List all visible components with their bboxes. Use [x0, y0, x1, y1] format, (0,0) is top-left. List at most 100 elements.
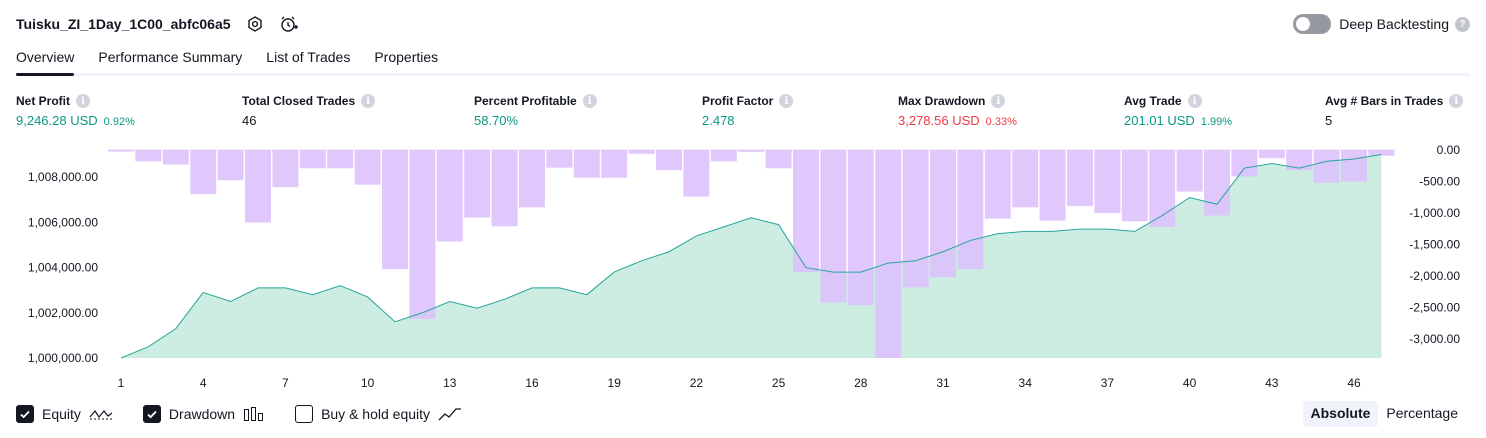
x-axis-tick-label: 46: [1347, 376, 1361, 390]
right-axis-tick-label: -1,000.00: [1409, 206, 1460, 220]
info-icon[interactable]: i: [76, 94, 90, 108]
info-icon[interactable]: i: [1187, 94, 1202, 108]
equity-drawdown-chart[interactable]: 1,000,000.00 1,002,000.00 1,004,000.00 1,00…: [0, 140, 1486, 395]
percent-profitable-value: 58.70%: [474, 113, 519, 128]
info-icon[interactable]: i: [779, 94, 794, 108]
mode-percentage[interactable]: Percentage: [1386, 405, 1458, 421]
tab-performance-summary[interactable]: Performance Summary: [98, 49, 243, 65]
metric-avg-bars: Avg # Bars in Trades i 5: [1325, 93, 1464, 129]
drawdown-bar: [409, 150, 436, 319]
avg-bars-value: 5: [1325, 113, 1333, 128]
drawdown-bar: [1039, 150, 1066, 221]
legend-equity[interactable]: Equity: [16, 405, 113, 423]
left-axis-tick-label: 1,008,000.00: [28, 170, 98, 184]
buy-hold-checkbox[interactable]: [295, 405, 314, 423]
right-axis-tick-label: -2,500.00: [1409, 301, 1460, 315]
settings-icon[interactable]: [245, 14, 265, 34]
tab-bar: Overview Performance Summary List of Tra…: [16, 46, 1470, 76]
legend-buy-hold[interactable]: Buy & hold equity: [295, 405, 462, 423]
drawdown-bar: [245, 150, 271, 223]
tab-overview[interactable]: Overview: [16, 46, 75, 76]
add-alert-icon[interactable]: [279, 14, 299, 34]
drawdown-checkbox[interactable]: [142, 405, 161, 423]
x-axis-tick-label: 16: [525, 376, 539, 390]
info-icon[interactable]: i: [991, 94, 1006, 108]
drawdown-bar: [299, 150, 326, 169]
drawdown-bar: [272, 150, 299, 188]
x-axis-tick-label: 34: [1019, 376, 1033, 390]
mode-absolute[interactable]: Absolute: [1302, 401, 1379, 427]
left-axis-tick-label: 1,004,000.00: [28, 261, 98, 275]
right-axis-tick-label: -1,500.00: [1409, 238, 1460, 252]
metric-net-profit: Net Profit i 9,246.28 USD 0.92%: [16, 93, 135, 129]
avg-trade-label: Avg Trade: [1124, 94, 1182, 108]
chart-legend: Equity Drawdown Buy & hold equity: [16, 403, 492, 425]
right-axis-tick-label: -2,000.00: [1409, 269, 1460, 283]
tab-list-of-trades[interactable]: List of Trades: [266, 49, 351, 65]
drawdown-bar: [1121, 150, 1148, 222]
x-axis-tick-label: 31: [936, 376, 950, 390]
drawdown-bar: [1094, 150, 1121, 214]
drawdown-bar: [108, 150, 134, 152]
avg-bars-label: Avg # Bars in Trades: [1325, 94, 1444, 108]
help-icon[interactable]: ?: [1455, 16, 1470, 32]
metric-max-drawdown: Max Drawdown i 3,278.56 USD 0.33%: [898, 93, 1017, 129]
info-icon[interactable]: i: [582, 94, 597, 108]
deep-backtesting-label: Deep Backtesting: [1339, 16, 1449, 32]
deep-backtesting-toggle[interactable]: [1293, 14, 1332, 34]
x-axis-tick-label: 4: [200, 376, 207, 390]
metric-profit-factor: Profit Factor i 2.478: [702, 93, 794, 129]
drawdown-bar: [382, 150, 408, 270]
x-axis-tick-label: 40: [1183, 376, 1197, 390]
tab-properties[interactable]: Properties: [374, 49, 439, 65]
drawdown-bar: [1012, 150, 1039, 208]
x-axis-tick-label: 43: [1265, 376, 1279, 390]
percent-profitable-label: Percent Profitable: [474, 94, 577, 108]
drawdown-bar: [738, 150, 765, 152]
drawdown-bar: [1313, 150, 1340, 183]
max-drawdown-value: 3,278.56 USD: [898, 113, 980, 128]
buy-hold-line-icon: [438, 406, 462, 422]
drawdown-bar: [765, 150, 792, 169]
drawdown-bar: [656, 150, 682, 171]
max-drawdown-label: Max Drawdown: [898, 94, 986, 108]
x-axis-tick-label: 10: [361, 376, 375, 390]
max-drawdown-pct: 0.33%: [985, 116, 1017, 128]
equity-checkbox[interactable]: [16, 405, 34, 423]
drawdown-bar: [519, 150, 545, 208]
legend-drawdown[interactable]: Drawdown: [142, 405, 265, 423]
x-axis-tick-label: 22: [690, 376, 704, 390]
drawdown-bar: [1341, 150, 1367, 182]
x-axis-tick-label: 25: [772, 376, 786, 390]
buy-hold-label: Buy & hold equity: [321, 406, 431, 422]
equity-label: Equity: [42, 406, 81, 422]
drawdown-bar: [628, 150, 655, 154]
drawdown-bar: [683, 150, 710, 197]
drawdown-label: Drawdown: [168, 406, 236, 422]
total-closed-trades-value: 46: [242, 113, 257, 128]
x-axis-tick-label: 19: [608, 376, 622, 390]
info-icon[interactable]: i: [361, 94, 376, 108]
drawdown-bar: [930, 150, 956, 278]
drawdown-bar: [984, 150, 1011, 219]
equity-line: [120, 154, 1382, 359]
info-icon[interactable]: i: [1449, 94, 1464, 108]
drawdown-bar: [1067, 150, 1093, 207]
x-axis-tick-label: 1: [118, 376, 125, 390]
avg-trade-value: 201.01 USD: [1124, 113, 1195, 128]
drawdown-bar: [573, 150, 600, 178]
drawdown-bar: [902, 150, 929, 288]
drawdown-bar: [875, 150, 902, 358]
x-axis-tick-label: 28: [854, 376, 868, 390]
drawdown-bar: [793, 150, 819, 273]
drawdown-bar: [354, 150, 381, 185]
total-closed-trades-label: Total Closed Trades: [242, 94, 356, 108]
drawdown-bar: [847, 150, 874, 306]
left-axis-tick-label: 1,000,000.00: [28, 351, 98, 365]
metric-percent-profitable: Percent Profitable i 58.70%: [474, 93, 597, 129]
right-axis-tick-label: -3,000.00: [1409, 332, 1460, 346]
drawdown-bar: [820, 150, 847, 303]
drawdown-bar: [1258, 150, 1285, 159]
drawdown-bar: [1286, 150, 1313, 171]
x-axis-tick-label: 37: [1101, 376, 1115, 390]
